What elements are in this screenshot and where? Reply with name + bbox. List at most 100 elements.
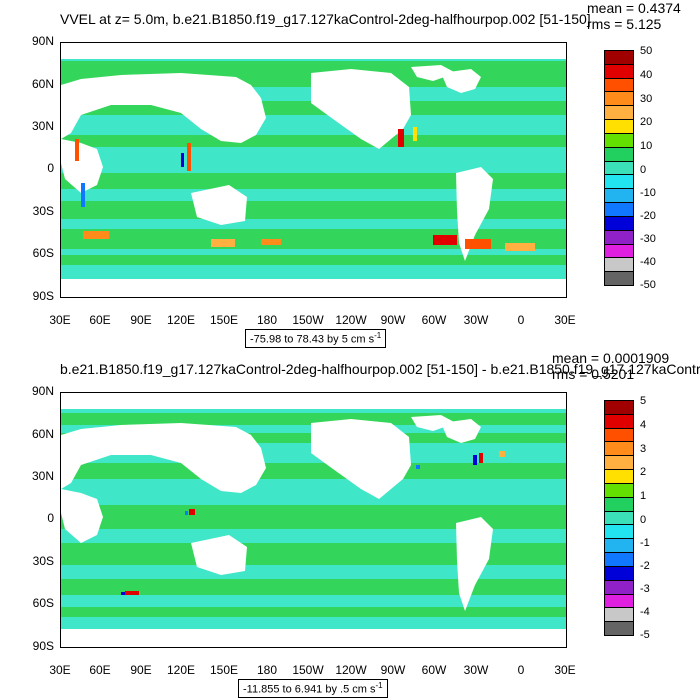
colorbar-swatch <box>605 92 633 107</box>
colorbar-swatch <box>605 258 633 273</box>
contour-range-label: -75.98 to 78.43 by 5 cm s-1 <box>245 329 387 348</box>
colorbar-swatch <box>605 470 633 484</box>
colorbar-label: -5 <box>640 629 650 641</box>
lat-tick-label: 60S <box>32 596 54 610</box>
map-plot <box>60 392 567 648</box>
lon-tick-label: 180 <box>256 313 278 327</box>
colorbar-label: -50 <box>640 279 656 291</box>
lon-tick-label: 30E <box>554 313 576 327</box>
colorbar-swatch <box>605 525 633 540</box>
colorbar-swatch <box>605 511 633 526</box>
colorbar-swatch <box>605 456 633 471</box>
colorbar-label: 0 <box>640 164 647 176</box>
mean-label: mean = 0.4374 <box>587 0 681 16</box>
colorbar-swatch <box>605 566 633 581</box>
lon-tick-label: 120E <box>166 663 196 677</box>
lat-tick-label: 0 <box>47 161 54 175</box>
panel-absolute: VVEL at z= 5.0m, b.e21.B1850.f19_g17.127… <box>31 0 681 348</box>
colorbar-swatch <box>605 203 633 217</box>
colorbar-swatch <box>605 622 633 636</box>
lat-tick-label: 90N <box>31 34 54 48</box>
colorbar-swatch <box>605 608 633 623</box>
lon-tick-label: 120W <box>335 313 367 327</box>
colorbar-label: 2 <box>640 466 647 478</box>
range-exponent: -1 <box>374 331 382 340</box>
lon-tick-label: 90E <box>130 663 152 677</box>
colorbar-label: 1 <box>640 490 647 502</box>
lon-tick-label: 30E <box>554 663 576 677</box>
colorbar-swatch <box>605 497 633 512</box>
lat-tick-label: 90S <box>32 289 54 303</box>
colorbar-swatch <box>605 594 633 609</box>
colorbar-swatch <box>605 51 633 65</box>
colorbar-swatch <box>605 161 633 176</box>
colorbar-swatch <box>605 483 633 498</box>
colorbar-swatch <box>605 120 633 134</box>
lon-tick-label: 30E <box>49 663 71 677</box>
lon-tick-label: 30E <box>49 313 71 327</box>
lon-tick-label: 120W <box>335 663 367 677</box>
lat-tick-label: 30N <box>31 119 54 133</box>
panel-title: VVEL at z= 5.0m, b.e21.B1850.f19_g17.127… <box>60 11 591 27</box>
lon-tick-label: 150W <box>292 663 324 677</box>
colorbar-swatch <box>605 175 633 190</box>
contour-range-label: -11.855 to 6.941 by .5 cm s-1 <box>238 679 388 698</box>
lon-tick-label: 60W <box>421 313 447 327</box>
lon-tick-label: 150E <box>209 663 239 677</box>
colorbar-label: -30 <box>640 233 656 245</box>
map-svg <box>61 43 566 297</box>
colorbar-label: -2 <box>640 560 650 572</box>
lon-tick-label: 60E <box>89 663 111 677</box>
colorbar-swatch <box>605 401 633 415</box>
colorbar-label: -20 <box>640 210 656 222</box>
lon-tick-label: 150W <box>292 313 324 327</box>
colorbar-swatch <box>605 272 633 286</box>
colorbar-swatch <box>605 230 633 245</box>
colorbar-swatch <box>605 580 633 595</box>
panel-title: b.e21.B1850.f19_g17.127kaControl-2deg-ha… <box>60 361 700 377</box>
lon-tick-label: 90W <box>380 313 406 327</box>
lat-tick-label: 60N <box>31 77 54 91</box>
colorbar-swatch <box>605 442 633 457</box>
colorbar <box>604 50 634 286</box>
lat-tick-label: 30N <box>31 469 54 483</box>
panel-difference: b.e21.B1850.f19_g17.127kaControl-2deg-ha… <box>0 350 700 700</box>
colorbar-label: 40 <box>640 69 653 81</box>
colorbar-swatch <box>605 78 633 93</box>
colorbar-swatch <box>605 553 633 567</box>
colorbar-label: 50 <box>640 45 653 57</box>
mean-label: mean = 0.0001909 <box>552 350 670 366</box>
colorbar-label: 5 <box>640 395 647 407</box>
lon-tick-label: 60W <box>421 663 447 677</box>
colorbar-swatch <box>605 106 633 121</box>
lon-tick-label: 180 <box>256 663 278 677</box>
range-text: -11.855 to 6.941 by .5 cm s <box>243 683 376 696</box>
colorbar-label: 0 <box>640 514 647 526</box>
colorbar-swatch <box>605 414 633 429</box>
lat-tick-label: 30S <box>32 554 54 568</box>
lat-tick-label: 30S <box>32 204 54 218</box>
colorbar-label: 4 <box>640 419 647 431</box>
lon-tick-label: 90E <box>130 313 152 327</box>
colorbar-label: -4 <box>640 606 650 618</box>
map-svg <box>61 393 566 647</box>
colorbar-swatch <box>605 133 633 148</box>
lon-tick-label: 120E <box>166 313 196 327</box>
colorbar-label: -40 <box>640 256 656 268</box>
rms-label: rms = 0.5201 <box>552 366 635 382</box>
lat-tick-label: 60N <box>31 427 54 441</box>
range-exponent: -1 <box>375 681 383 690</box>
colorbar-swatch <box>605 147 633 162</box>
map-plot <box>60 42 567 298</box>
colorbar-swatch <box>605 64 633 79</box>
colorbar-label: -1 <box>640 537 650 549</box>
lon-tick-label: 0 <box>517 663 525 677</box>
colorbar-label: -10 <box>640 187 656 199</box>
range-text: -75.98 to 78.43 by 5 cm s <box>250 333 375 346</box>
lat-tick-label: 90S <box>32 639 54 653</box>
colorbar-swatch <box>605 539 633 554</box>
colorbar-swatch <box>605 216 633 231</box>
lat-tick-label: 0 <box>47 511 54 525</box>
colorbar-swatch <box>605 189 633 204</box>
colorbar-label: 30 <box>640 93 653 105</box>
